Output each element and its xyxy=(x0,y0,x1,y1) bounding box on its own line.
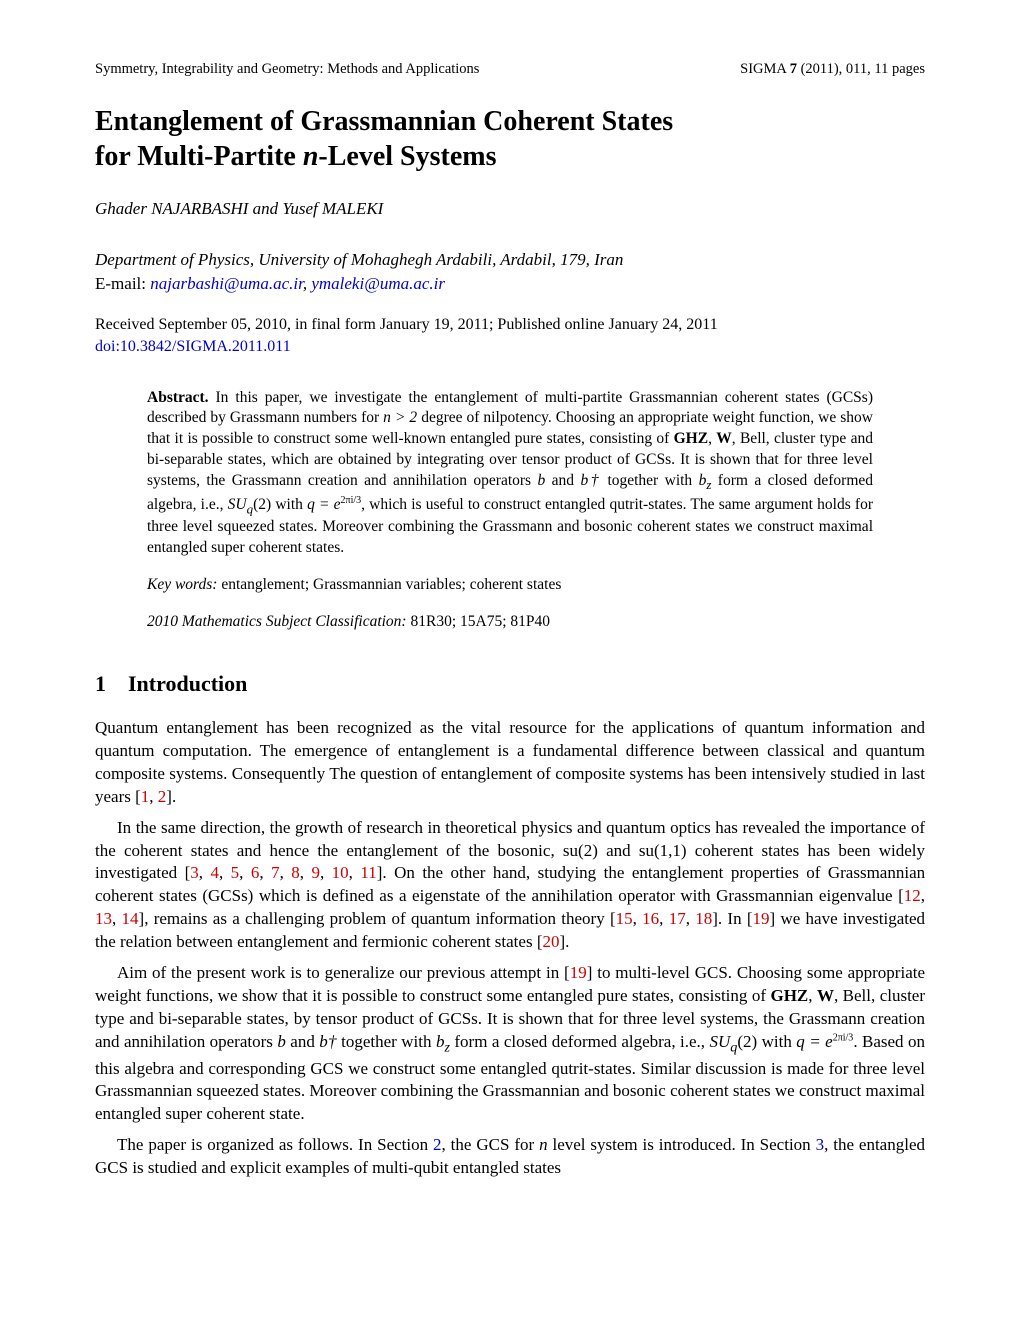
xref-section-2[interactable]: 2 xyxy=(433,1135,442,1154)
ref-4[interactable]: 4 xyxy=(210,863,219,882)
ref-7[interactable]: 7 xyxy=(271,863,280,882)
affiliation: Department of Physics, University of Moh… xyxy=(95,249,925,272)
email-link-2[interactable]: ymaleki@uma.ac.ir xyxy=(311,274,445,293)
ref-12[interactable]: 12 xyxy=(904,886,921,905)
ref-16[interactable]: 16 xyxy=(642,909,659,928)
paper-title: Entanglement of Grassmannian Coherent St… xyxy=(95,104,925,174)
msc-label: 2010 Mathematics Subject Classification: xyxy=(147,613,407,630)
ref-14[interactable]: 14 xyxy=(122,909,139,928)
authors: Ghader NAJARBASHI and Yusef MALEKI xyxy=(95,198,925,221)
citation: SIGMA 7 (2011), 011, 11 pages xyxy=(740,60,925,80)
doi-line: doi:10.3842/SIGMA.2011.011 xyxy=(95,336,925,358)
intro-para-2: In the same direction, the growth of res… xyxy=(95,817,925,955)
msc: 2010 Mathematics Subject Classification:… xyxy=(147,612,873,633)
ref-19b[interactable]: 19 xyxy=(570,963,587,982)
ref-20[interactable]: 20 xyxy=(542,932,559,951)
keywords: Key words: entanglement; Grassmannian va… xyxy=(147,575,873,596)
ref-18[interactable]: 18 xyxy=(695,909,712,928)
intro-para-3: Aim of the present work is to generalize… xyxy=(95,962,925,1126)
ref-5[interactable]: 5 xyxy=(231,863,240,882)
ref-2[interactable]: 2 xyxy=(158,787,167,806)
ref-13[interactable]: 13 xyxy=(95,909,112,928)
intro-para-1: Quantum entanglement has been recognized… xyxy=(95,717,925,809)
doi-link[interactable]: doi:10.3842/SIGMA.2011.011 xyxy=(95,338,291,355)
email-link-1[interactable]: najarbashi@uma.ac.ir xyxy=(150,274,303,293)
section-heading-intro: 1Introduction xyxy=(95,669,925,699)
ref-3[interactable]: 3 xyxy=(190,863,199,882)
received-line: Received September 05, 2010, in final fo… xyxy=(95,314,925,336)
keywords-label: Key words: xyxy=(147,576,217,593)
abstract: Abstract. In this paper, we investigate … xyxy=(147,388,873,560)
ref-1[interactable]: 1 xyxy=(141,787,150,806)
abstract-label: Abstract. xyxy=(147,389,209,406)
ref-11[interactable]: 11 xyxy=(360,863,376,882)
ref-8[interactable]: 8 xyxy=(291,863,300,882)
ref-15[interactable]: 15 xyxy=(616,909,633,928)
xref-section-3[interactable]: 3 xyxy=(816,1135,825,1154)
journal-name: Symmetry, Integrability and Geometry: Me… xyxy=(95,60,479,80)
ref-9[interactable]: 9 xyxy=(311,863,320,882)
email-line: E-mail: najarbashi@uma.ac.ir, ymaleki@um… xyxy=(95,273,925,296)
header-row: Symmetry, Integrability and Geometry: Me… xyxy=(95,60,925,80)
intro-para-4: The paper is organized as follows. In Se… xyxy=(95,1134,925,1180)
ref-19[interactable]: 19 xyxy=(753,909,770,928)
ref-10[interactable]: 10 xyxy=(332,863,349,882)
ref-17[interactable]: 17 xyxy=(669,909,686,928)
